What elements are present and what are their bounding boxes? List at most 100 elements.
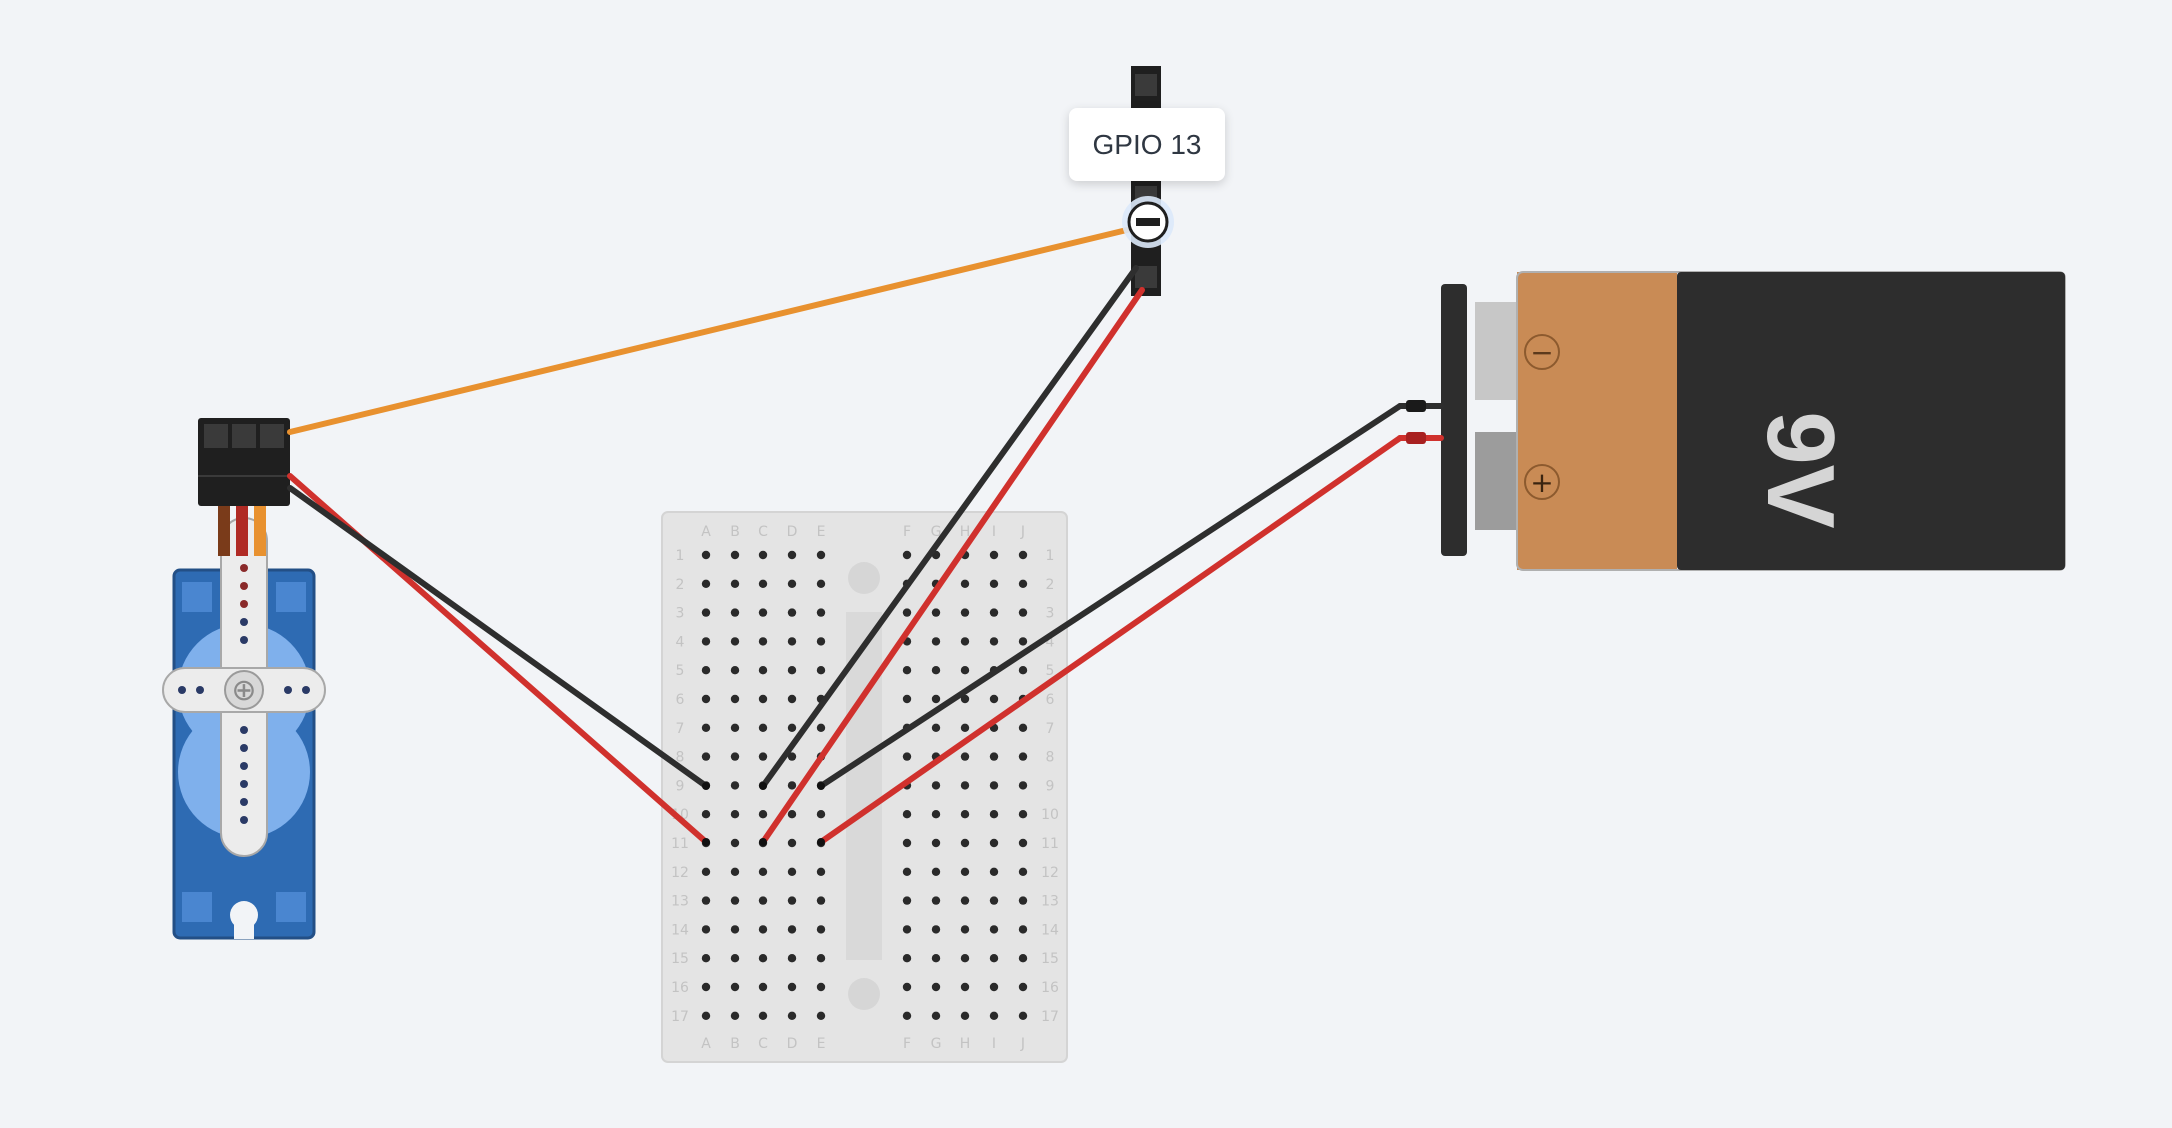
breadboard-hole[interactable] [701,579,711,588]
breadboard-hole[interactable] [787,1011,797,1020]
breadboard-hole[interactable] [960,579,970,588]
breadboard-hole[interactable] [1018,896,1028,905]
breadboard-hole[interactable] [758,982,768,992]
breadboard-hole[interactable] [1018,781,1028,790]
breadboard-hole[interactable] [730,752,740,761]
breadboard-hole[interactable] [816,579,826,588]
breadboard-hole[interactable] [758,867,768,876]
breadboard-hole[interactable] [758,637,768,646]
breadboard-hole[interactable] [902,867,912,876]
breadboard-hole[interactable] [758,579,768,588]
breadboard-hole[interactable] [730,694,740,704]
breadboard-hole[interactable] [960,666,970,675]
breadboard-hole[interactable] [902,550,912,560]
breadboard-hole[interactable] [931,608,941,617]
breadboard-hole[interactable] [989,954,999,963]
breadboard-hole[interactable] [730,579,740,588]
breadboard-hole[interactable] [931,781,941,790]
breadboard-hole[interactable] [787,666,797,675]
breadboard-hole[interactable] [701,723,711,732]
breadboard-hole[interactable] [787,896,797,905]
breadboard-hole[interactable] [701,810,711,819]
breadboard-hole[interactable] [960,1011,970,1020]
breadboard-hole[interactable] [989,781,999,790]
breadboard-hole[interactable] [1018,550,1028,560]
breadboard-hole[interactable] [701,1011,711,1020]
breadboard-hole[interactable] [989,867,999,876]
breadboard-hole[interactable] [931,666,941,675]
servo-motor[interactable]: ⊕ [162,418,326,940]
breadboard-hole[interactable] [960,896,970,905]
breadboard-hole[interactable] [960,982,970,992]
breadboard-hole[interactable] [787,694,797,704]
breadboard-hole[interactable] [989,550,999,560]
breadboard-hole[interactable] [1018,608,1028,617]
breadboard-hole[interactable] [960,781,970,790]
breadboard-hole[interactable] [989,810,999,819]
breadboard-hole[interactable] [816,723,826,732]
breadboard-hole[interactable] [902,838,912,848]
wires[interactable] [287,225,1444,846]
breadboard-hole[interactable] [960,752,970,761]
breadboard-hole[interactable] [989,925,999,934]
breadboard-hole[interactable] [730,1011,740,1020]
breadboard-hole[interactable] [902,694,912,704]
breadboard-hole[interactable] [960,867,970,876]
breadboard-hole[interactable] [1018,925,1028,934]
selected-pin-endpoint[interactable] [1122,196,1174,248]
breadboard-hole[interactable] [730,723,740,732]
breadboard-hole[interactable] [989,982,999,992]
breadboard-hole[interactable] [902,925,912,934]
breadboard-hole[interactable] [1018,752,1028,761]
breadboard-hole[interactable] [960,925,970,934]
breadboard-hole[interactable] [701,666,711,675]
breadboard-hole[interactable] [931,896,941,905]
breadboard-hole[interactable] [902,666,912,675]
breadboard-hole[interactable] [701,637,711,646]
breadboard-hole[interactable] [730,982,740,992]
breadboard-hole[interactable] [816,637,826,646]
breadboard-hole[interactable] [730,925,740,934]
breadboard-hole[interactable] [1018,666,1028,675]
breadboard-hole[interactable] [1018,1011,1028,1020]
breadboard-hole[interactable] [701,896,711,905]
breadboard-hole[interactable] [989,608,999,617]
breadboard-hole[interactable] [1018,810,1028,819]
breadboard-hole[interactable] [787,867,797,876]
breadboard-hole[interactable] [816,954,826,963]
breadboard-hole[interactable] [960,608,970,617]
breadboard-hole[interactable] [787,608,797,617]
breadboard-hole[interactable] [787,838,797,848]
breadboard-hole[interactable] [701,608,711,617]
breadboard-hole[interactable] [902,982,912,992]
breadboard-hole[interactable] [1018,982,1028,992]
breadboard-hole[interactable] [701,694,711,704]
breadboard-hole[interactable] [989,752,999,761]
breadboard-hole[interactable] [816,925,826,934]
breadboard-hole[interactable] [730,896,740,905]
breadboard-hole[interactable] [931,810,941,819]
breadboard-hole[interactable] [701,982,711,992]
breadboard-hole[interactable] [701,752,711,761]
breadboard-hole[interactable] [730,838,740,848]
breadboard-hole[interactable] [816,550,826,560]
breadboard-hole[interactable] [758,694,768,704]
breadboard-hole[interactable] [816,1011,826,1020]
breadboard-hole[interactable] [931,1011,941,1020]
breadboard-hole[interactable] [758,810,768,819]
breadboard-hole[interactable] [931,637,941,646]
breadboard-hole[interactable] [787,781,797,790]
breadboard-hole[interactable] [960,954,970,963]
breadboard-hole[interactable] [1018,637,1028,646]
breadboard-hole[interactable] [902,896,912,905]
breadboard-hole[interactable] [816,608,826,617]
breadboard-hole[interactable] [730,781,740,790]
breadboard-hole[interactable] [758,1011,768,1020]
breadboard-hole[interactable] [701,925,711,934]
breadboard-hole[interactable] [816,666,826,675]
breadboard-hole[interactable] [730,637,740,646]
breadboard-hole[interactable] [787,723,797,732]
breadboard-hole[interactable] [960,810,970,819]
